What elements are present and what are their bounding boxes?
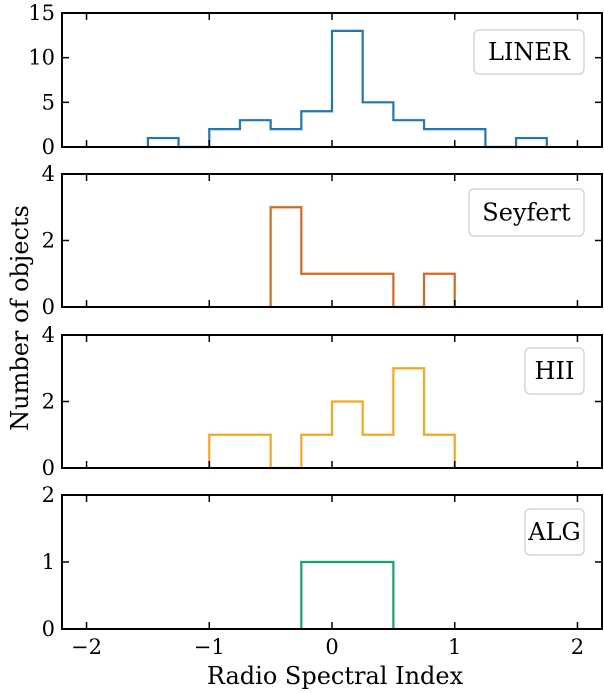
histogram-bar — [148, 138, 179, 147]
legend-box — [473, 29, 585, 75]
y-axis-label: Number of objects — [6, 205, 34, 431]
histogram-bar — [424, 274, 455, 307]
y-tick-label: 10 — [28, 46, 55, 70]
histogram-bar — [209, 435, 240, 468]
x-axis-label: Radio Spectral Index — [207, 662, 464, 690]
y-tick-label: 0 — [42, 617, 55, 641]
histogram-bar — [455, 129, 486, 147]
panel-hii: 0 2 4 HII — [42, 323, 603, 480]
histogram-bar — [424, 129, 455, 147]
y-tick-label: 2 — [42, 390, 55, 414]
histogram-bar — [332, 562, 363, 629]
x-tick-label: −1 — [194, 635, 225, 659]
histogram-bar — [393, 368, 424, 468]
y-tick-label: 4 — [42, 162, 55, 186]
y-tick-label: 1 — [42, 550, 55, 574]
histogram-bar — [271, 207, 302, 307]
histogram-bar — [209, 129, 240, 147]
histogram-bar — [363, 274, 394, 307]
y-tick-label: 0 — [42, 135, 55, 159]
histogram-bar — [332, 402, 363, 469]
legend-box — [468, 188, 585, 237]
histogram-steps-hii — [208, 367, 456, 470]
legend-box — [524, 347, 585, 395]
legend-label: LINER — [488, 38, 571, 66]
histogram-bar — [301, 274, 332, 307]
legend-label: ALG — [527, 518, 580, 546]
histogram-bar — [516, 138, 547, 147]
legend-label: Seyfert — [482, 199, 571, 227]
y-tick-label: 4 — [42, 323, 55, 347]
histogram-bar — [240, 120, 271, 147]
histogram-bar — [240, 435, 271, 468]
histogram-bar — [332, 274, 363, 307]
histogram-steps-alg — [300, 560, 395, 629]
x-tick-label: −2 — [71, 635, 102, 659]
histogram-bar — [363, 435, 394, 468]
histogram-bar — [301, 562, 332, 629]
histogram-bar — [393, 120, 424, 147]
x-tick-label: 1 — [448, 635, 461, 659]
histogram-bar — [301, 435, 332, 468]
y-tick-label: 2 — [42, 483, 55, 507]
x-tick-label: 2 — [571, 635, 584, 659]
panel-seyfert: 0 2 4 Seyfert — [42, 162, 603, 319]
histogram-bar — [332, 31, 363, 147]
histogram-bar — [271, 129, 302, 147]
panel-liner: 0 5 10 15 LINER — [28, 1, 603, 159]
y-tick-label: 15 — [28, 1, 55, 25]
panels: 0 5 10 15 LINER 0 2 4 Seyfert 0 2 4 HII 0 1 2 −2 −1 0 1 2 ALG — [28, 1, 603, 659]
legend-label: HII — [535, 357, 575, 385]
histogram-bar — [363, 102, 394, 147]
panel-alg: 0 1 2 −2 −1 0 1 2 ALG — [42, 483, 603, 659]
x-tick-label: 0 — [325, 635, 338, 659]
histogram-steps-seyfert — [269, 206, 456, 309]
y-tick-label: 2 — [42, 229, 55, 253]
legend-box — [524, 508, 585, 556]
y-tick-label: 0 — [42, 295, 55, 319]
histogram-bar — [363, 562, 394, 629]
y-tick-label: 5 — [42, 90, 55, 114]
y-tick-label: 0 — [42, 456, 55, 480]
histogram-bar — [424, 435, 455, 468]
histogram-bar — [301, 111, 332, 147]
